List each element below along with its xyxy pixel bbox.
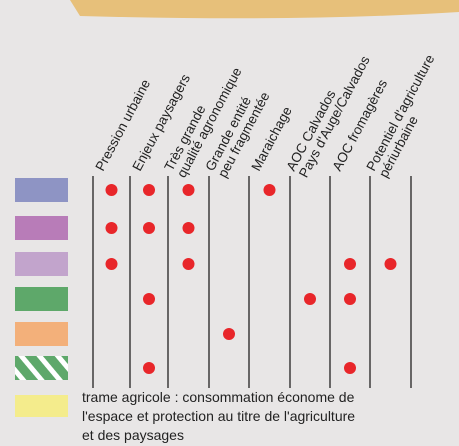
dot [183, 222, 195, 234]
dot [344, 258, 356, 270]
dot [143, 293, 155, 305]
legend-swatch [15, 216, 68, 240]
dot [344, 293, 356, 305]
legend-swatch [15, 395, 68, 417]
legend-swatch [15, 356, 68, 380]
legend-text: et des paysages [82, 427, 184, 443]
dot [344, 362, 356, 374]
legend-swatch [15, 178, 68, 202]
legend-swatch [15, 287, 68, 311]
dot [106, 184, 118, 196]
legend-swatch [15, 252, 68, 276]
dot [385, 258, 397, 270]
legend-text: trame agricole : consommation économe de [82, 389, 355, 405]
dot [183, 184, 195, 196]
legend-swatch [15, 322, 68, 346]
dot [143, 362, 155, 374]
dot [183, 258, 195, 270]
dot [106, 222, 118, 234]
diagram: Pression urbaineEnjeux paysagersTrès gra… [0, 0, 459, 446]
dot [264, 184, 276, 196]
dot [143, 222, 155, 234]
dot [223, 328, 235, 340]
dot [304, 293, 316, 305]
legend-text: l'espace et protection au titre de l'agr… [82, 408, 355, 424]
dot [143, 184, 155, 196]
dot [106, 258, 118, 270]
